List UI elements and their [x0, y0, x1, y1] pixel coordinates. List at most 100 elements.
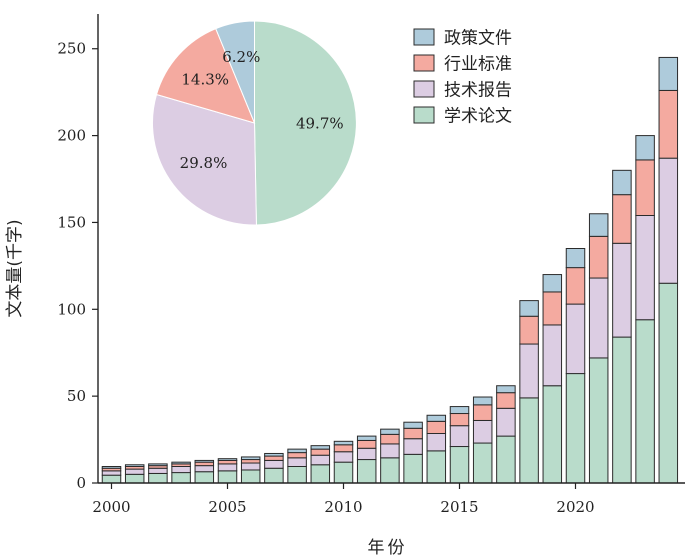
bar-segment: [240, 469, 261, 484]
bar-segment: [310, 445, 331, 450]
bar-segment: [635, 319, 655, 484]
bar-segment: [542, 291, 563, 326]
bar-segment: [612, 336, 632, 484]
legend-swatch: [413, 54, 435, 72]
legend-label: 技术报告: [444, 81, 512, 101]
pie-slice: [155, 27, 256, 124]
bar-segment: [472, 396, 493, 406]
bar-segment: [612, 242, 632, 338]
bar-segment: [124, 464, 145, 468]
bar-segment: [171, 466, 191, 474]
bar-segment: [542, 274, 563, 293]
bar-segment: [472, 419, 493, 444]
bar-segment: [333, 461, 354, 484]
bar-segment: [588, 277, 609, 359]
bar-segment: [658, 89, 679, 159]
bar-segment: [658, 157, 679, 284]
bar-segment: [240, 462, 261, 471]
bars-layer: [101, 56, 679, 484]
bar-segment: [171, 472, 191, 484]
bar-segment: [496, 392, 516, 409]
legend-label: 行业标准: [444, 55, 512, 75]
bar-segment: [588, 357, 609, 484]
bar-segment: [217, 463, 238, 472]
bar-segment: [333, 444, 354, 453]
bar-segment: [264, 452, 284, 457]
bar-segment: [519, 397, 539, 484]
x-axis-title: 年份: [368, 538, 408, 558]
bar-segment: [333, 451, 354, 463]
bar-segment: [124, 468, 145, 475]
bar-segment: [356, 435, 377, 441]
bar-segment: [449, 425, 470, 448]
y-tick-label: 0: [76, 474, 86, 492]
bar-segment: [519, 300, 539, 317]
bar-segment: [380, 457, 400, 484]
x-tick-label: 2005: [208, 498, 246, 516]
bar-segment: [565, 267, 586, 305]
bar-segment: [356, 447, 377, 461]
bar-segment: [240, 459, 261, 464]
bar-segment: [356, 439, 377, 449]
bar-segment: [194, 465, 215, 473]
bar-segment: [449, 446, 470, 484]
bar-segment: [635, 159, 655, 217]
bar-segment: [287, 448, 307, 454]
bar-segment: [101, 470, 122, 476]
bar-segment: [310, 454, 331, 466]
bar-segment: [333, 440, 354, 446]
y-tick-label: 250: [57, 40, 86, 58]
bar-segment: [171, 461, 191, 465]
bar-segment: [449, 406, 470, 415]
pie-slice: [152, 93, 257, 226]
bar-segment: [217, 458, 238, 461]
bar-segment: [635, 135, 655, 161]
bar-segment: [565, 248, 586, 269]
bar-segment: [194, 471, 215, 484]
bar-segment: [380, 443, 400, 459]
bar-segment: [472, 404, 493, 421]
bar-segment: [217, 459, 238, 465]
bar-segment: [658, 282, 679, 484]
y-tick-label: 200: [57, 127, 86, 145]
pie-slice: [254, 20, 357, 226]
bar-segment: [403, 427, 423, 440]
pie-slice-label: 14.3%: [181, 71, 229, 89]
bar-segment: [287, 452, 307, 459]
x-tick-label: 2015: [440, 498, 478, 516]
bar-segment: [380, 428, 400, 435]
bar-segment: [240, 456, 261, 461]
bar-segment: [612, 169, 632, 196]
bar-segment: [426, 450, 447, 484]
x-tick-label: 2000: [92, 498, 130, 516]
bar-segment: [542, 385, 563, 484]
bar-segment: [565, 303, 586, 375]
bar-segment: [403, 453, 423, 484]
inset-pie-chart: 49.7% 29.8% 14.3% 6.2%: [152, 20, 357, 226]
pie-slice-label: 49.7%: [296, 114, 344, 132]
bar-segment: [264, 467, 284, 484]
x-tick-label: 2010: [324, 498, 362, 516]
bar-segment: [519, 343, 539, 399]
bar-segment: [403, 438, 423, 455]
bar-segment: [588, 235, 609, 279]
pie-slice: [215, 20, 255, 124]
bar-segment: [194, 459, 215, 463]
axes-layer: 0 50 100 150 200 250 2000 2005 2010 2015 2020 年份 文本量…: [5, 14, 685, 558]
bar-segment: [101, 466, 122, 469]
bar-segment: [449, 413, 470, 427]
y-tick-label: 100: [57, 300, 86, 318]
bar-segment: [148, 472, 168, 484]
legend-label: 学术论文: [444, 107, 512, 127]
bar-segment: [612, 194, 632, 244]
bar-segment: [496, 435, 516, 484]
y-tick-label: 50: [67, 387, 86, 405]
bar-segment: [426, 420, 447, 434]
bar-segment: [565, 373, 586, 484]
bar-segment: [588, 213, 609, 237]
legend-swatch: [413, 80, 435, 98]
x-tick-label: 2020: [556, 498, 594, 516]
bar-segment: [287, 457, 307, 467]
